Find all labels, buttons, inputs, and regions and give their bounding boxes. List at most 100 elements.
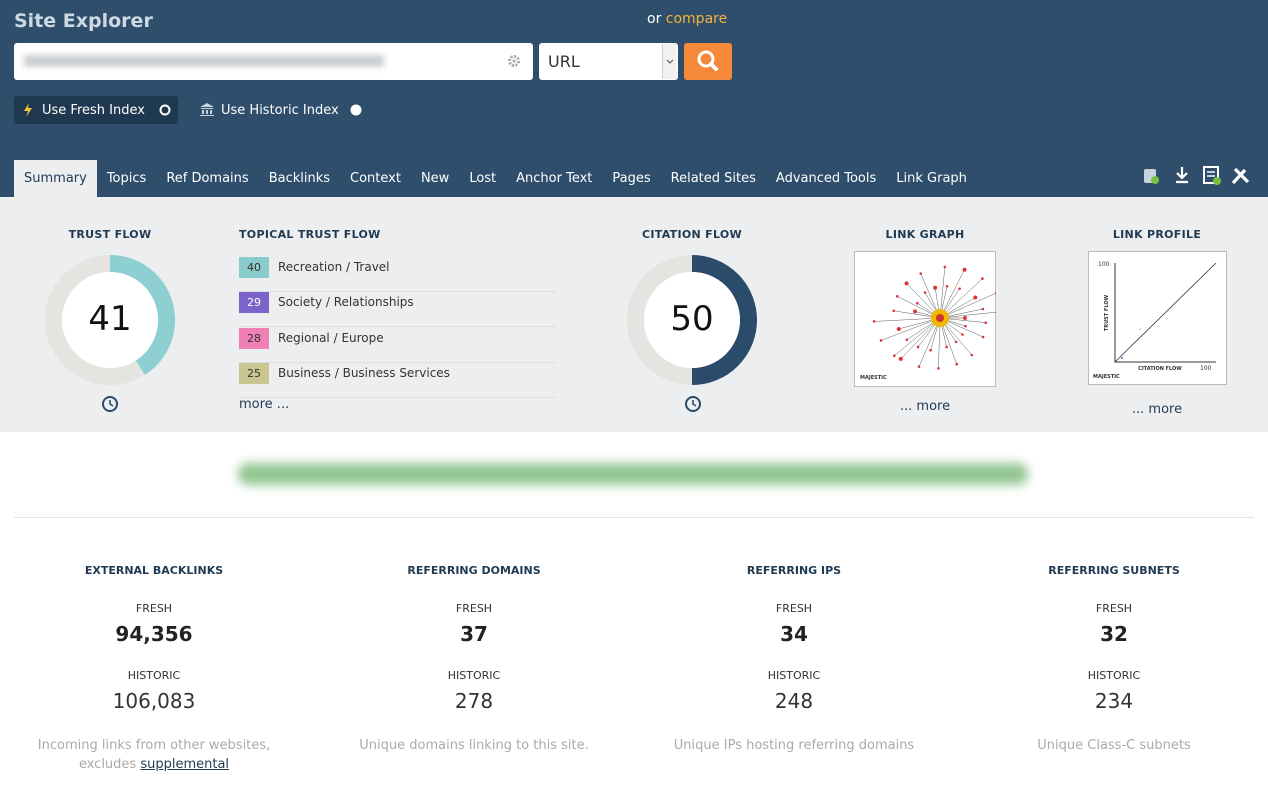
graph-node	[916, 301, 919, 305]
topics-more[interactable]: more ...	[239, 397, 290, 412]
tab[interactable]: Anchor Text	[516, 171, 593, 186]
topic-label: Society / Relationships	[278, 295, 414, 310]
trust-flow-donut	[45, 255, 175, 385]
historic-value: 106,083	[112, 689, 196, 713]
y-max-label: 100	[1098, 261, 1110, 268]
link-graph-title: LINK GRAPH	[885, 228, 965, 241]
historic-index-toggle[interactable]: Use Historic Index	[200, 96, 370, 124]
graph-node	[916, 345, 920, 349]
topic-row: 28 Regional / Europe	[239, 327, 556, 363]
trust-flow-title: TRUST FLOW	[68, 228, 152, 241]
tab[interactable]: Topics	[106, 171, 147, 186]
graph-node	[933, 285, 938, 290]
fresh-label: FRESH	[775, 602, 813, 615]
note-text: Incoming links from other websites, excl…	[37, 738, 271, 772]
graph-node	[962, 267, 967, 272]
citation-flow-donut	[627, 255, 757, 385]
donut-arc	[109, 255, 175, 375]
tools-icon[interactable]	[1231, 167, 1250, 185]
stat-title: REFERRING DOMAINS	[407, 564, 541, 577]
fresh-label: FRESH	[455, 602, 493, 615]
graph-node	[981, 335, 985, 339]
tab[interactable]: Related Sites	[670, 171, 756, 186]
tab[interactable]: Lost	[469, 171, 497, 186]
tab[interactable]: Link Graph	[896, 171, 967, 186]
topic-badge: 28	[239, 327, 269, 349]
topic-label: Regional / Europe	[278, 330, 384, 345]
y-axis-label: TRUST FLOW	[1104, 294, 1110, 331]
type-select[interactable]: URL	[539, 43, 678, 80]
graph-edge	[939, 269, 965, 319]
link-profile-title: LINK PROFILE	[1112, 228, 1202, 241]
graph-node	[937, 367, 940, 370]
historic-label: HISTORIC	[767, 669, 821, 682]
download-icon[interactable]	[1176, 167, 1188, 184]
url-input[interactable]	[14, 43, 533, 80]
note-text: Unique IPs hosting referring domains	[673, 738, 915, 753]
search-button[interactable]	[684, 43, 732, 80]
link-graph-more[interactable]: ... more	[899, 399, 951, 414]
note-link[interactable]: supplemental	[140, 757, 230, 772]
bucket-icon[interactable]	[1144, 169, 1159, 184]
topic-badge: 29	[239, 292, 269, 314]
bank-icon	[200, 103, 214, 116]
tab[interactable]: New	[420, 171, 450, 186]
stat-title: REFERRING IPS	[746, 564, 842, 577]
graph-node	[995, 291, 996, 295]
history-icon[interactable]	[684, 395, 702, 413]
report-icon[interactable]	[1203, 166, 1221, 185]
tab[interactable]: Pages	[612, 171, 651, 186]
tab[interactable]: Backlinks	[268, 171, 331, 186]
historic-index-label: Use Historic Index	[221, 103, 339, 118]
graph-edge	[900, 317, 941, 359]
fresh-label: FRESH	[135, 602, 173, 615]
blurred-url	[24, 55, 384, 67]
link-profile-logo: MAJESTIC	[1093, 374, 1120, 380]
trust-flow-value: 41	[88, 299, 132, 339]
link-profile-thumbnail[interactable]: 100 100 TRUST FLOW CITATION FLOW MAJESTI…	[1088, 251, 1227, 385]
citation-flow-value: 50	[670, 299, 714, 339]
stat-title: EXTERNAL BACKLINKS	[84, 564, 224, 577]
x-axis-label: CITATION FLOW	[1138, 366, 1182, 372]
tab[interactable]: Summary	[14, 160, 97, 197]
tab[interactable]: Advanced Tools	[775, 171, 877, 186]
donut-arc	[691, 255, 757, 385]
separator	[14, 517, 1254, 518]
graph-node	[958, 287, 961, 290]
blurred-site-title	[238, 463, 1028, 485]
graph-node	[964, 324, 967, 328]
donut-center	[62, 272, 158, 368]
graph-node	[919, 272, 923, 275]
app-title: Site Explorer	[14, 10, 153, 32]
graph-hub-core	[936, 314, 944, 322]
topic-badge: 25	[239, 362, 269, 384]
radio-off	[350, 104, 362, 116]
fresh-index-label: Use Fresh Index	[42, 103, 145, 118]
graph-node	[963, 316, 967, 320]
graph-node	[898, 356, 903, 361]
fresh-index-toggle[interactable]: Use Fresh Index	[14, 96, 178, 124]
graph-node	[943, 265, 947, 269]
tab[interactable]: Ref Domains	[166, 171, 249, 186]
topical-trust-flow-title: TOPICAL TRUST FLOW	[239, 228, 381, 241]
stat-note: Unique IPs hosting referring domains	[669, 736, 919, 755]
tab[interactable]: Context	[350, 171, 401, 186]
compare-link[interactable]: compare	[665, 11, 728, 27]
graph-node	[945, 345, 948, 349]
history-icon[interactable]	[101, 395, 119, 413]
graph-edge	[880, 317, 941, 341]
fresh-value: 32	[1100, 622, 1128, 646]
link-profile-more[interactable]: ... more	[1131, 402, 1183, 417]
stat-note: Unique Class-C subnets	[989, 736, 1239, 755]
graph-node	[954, 340, 958, 344]
bolt-icon	[24, 103, 32, 117]
settings-icon[interactable]	[507, 54, 521, 68]
graph-node	[917, 365, 921, 368]
link-graph-thumbnail[interactable]: MAJESTIC	[854, 251, 996, 387]
historic-label: HISTORIC	[447, 669, 501, 682]
graph-node	[981, 307, 985, 311]
header	[0, 0, 1268, 197]
note-text: Unique domains linking to this site.	[359, 738, 589, 753]
historic-label: HISTORIC	[1087, 669, 1141, 682]
